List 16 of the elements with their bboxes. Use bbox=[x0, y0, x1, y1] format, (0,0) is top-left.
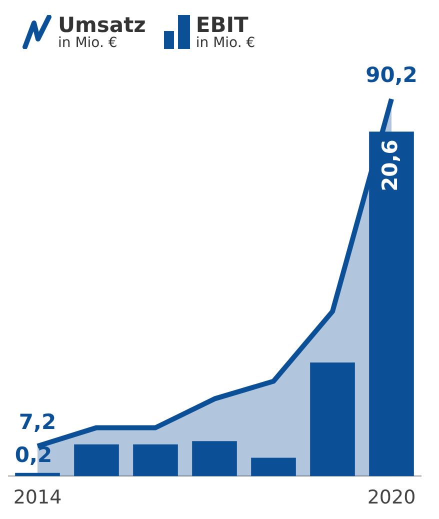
data-label: 7,2 bbox=[18, 410, 56, 434]
bar bbox=[74, 444, 119, 476]
bar bbox=[192, 441, 237, 476]
legend-label: EBIT bbox=[196, 13, 248, 37]
bar bbox=[310, 362, 355, 476]
data-label: 20,6 bbox=[378, 140, 402, 192]
bar bbox=[15, 472, 60, 476]
bar bbox=[133, 444, 178, 476]
data-label: 0,2 bbox=[14, 442, 52, 467]
data-label: 90,2 bbox=[366, 62, 418, 87]
text: in Mio. € bbox=[58, 35, 118, 52]
x-tick-label: 2014 bbox=[13, 486, 62, 509]
bar bbox=[251, 458, 296, 476]
text: in Mio. € bbox=[196, 35, 256, 52]
legend-label: Umsatz bbox=[58, 13, 146, 37]
x-tick-label: 2020 bbox=[367, 486, 416, 509]
